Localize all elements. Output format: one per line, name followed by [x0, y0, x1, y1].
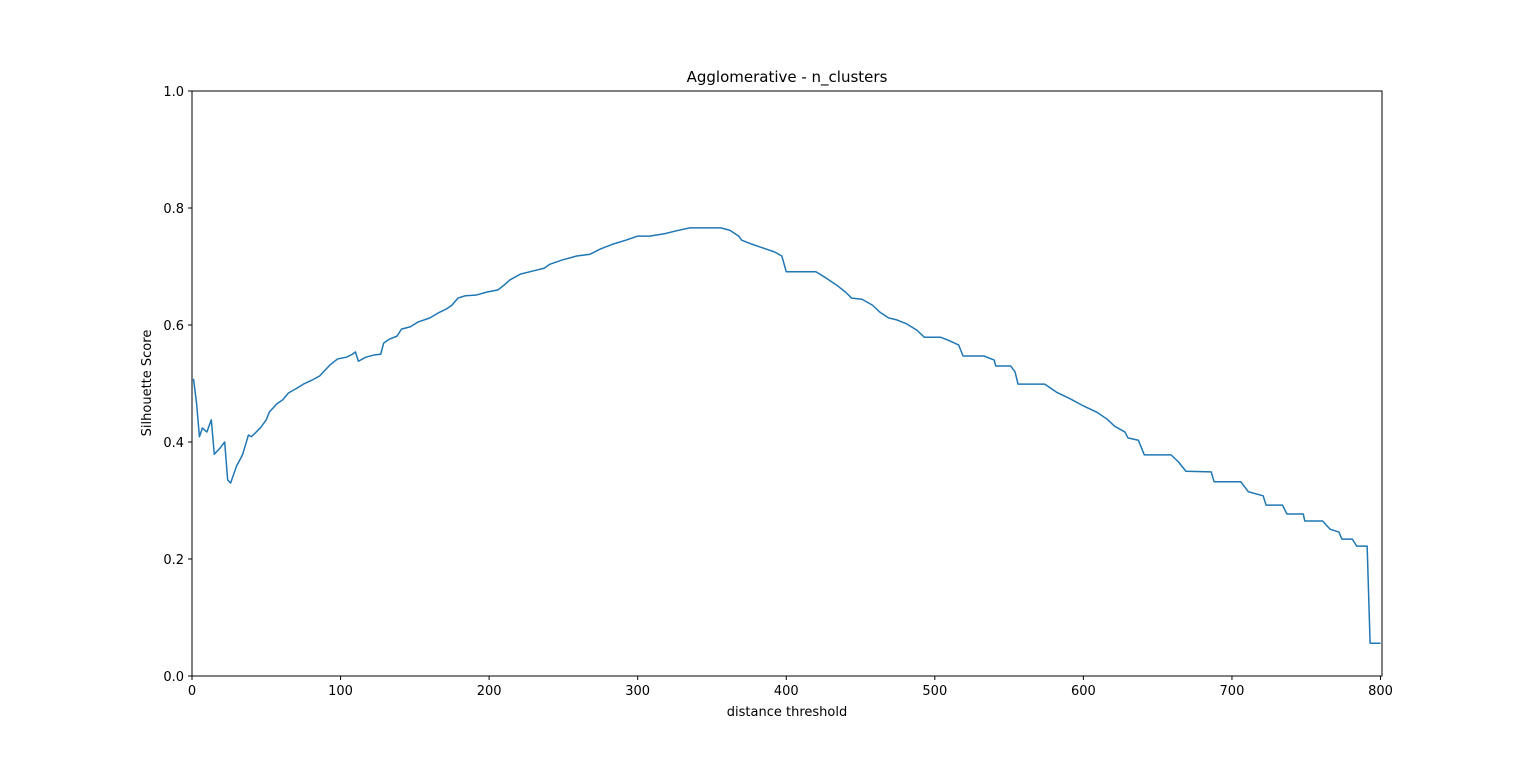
y-tick-label: 0.6 [163, 319, 184, 334]
y-axis-label: Silhouette Score [140, 330, 155, 437]
y-tick-label: 1.0 [163, 85, 184, 100]
x-tick-label: 700 [1220, 684, 1245, 699]
x-tick-label: 500 [922, 684, 947, 699]
x-axis-label: distance threshold [727, 705, 847, 720]
x-tick-label: 200 [477, 684, 502, 699]
x-tick-label: 100 [328, 684, 353, 699]
x-tick-label: 600 [1071, 684, 1096, 699]
x-tick-label: 300 [625, 684, 650, 699]
y-tick-label: 0.4 [163, 436, 184, 451]
y-tick-label: 0.8 [163, 202, 184, 217]
x-tick-label: 400 [774, 684, 799, 699]
x-tick-label: 800 [1368, 684, 1393, 699]
x-tick-label: 0 [188, 684, 196, 699]
y-tick-label: 0.2 [163, 553, 184, 568]
y-tick-label: 0.0 [163, 670, 184, 685]
data-line [192, 227, 1381, 644]
chart-title: Agglomerative - n_clusters [687, 68, 888, 87]
plot-frame [191, 90, 1383, 677]
